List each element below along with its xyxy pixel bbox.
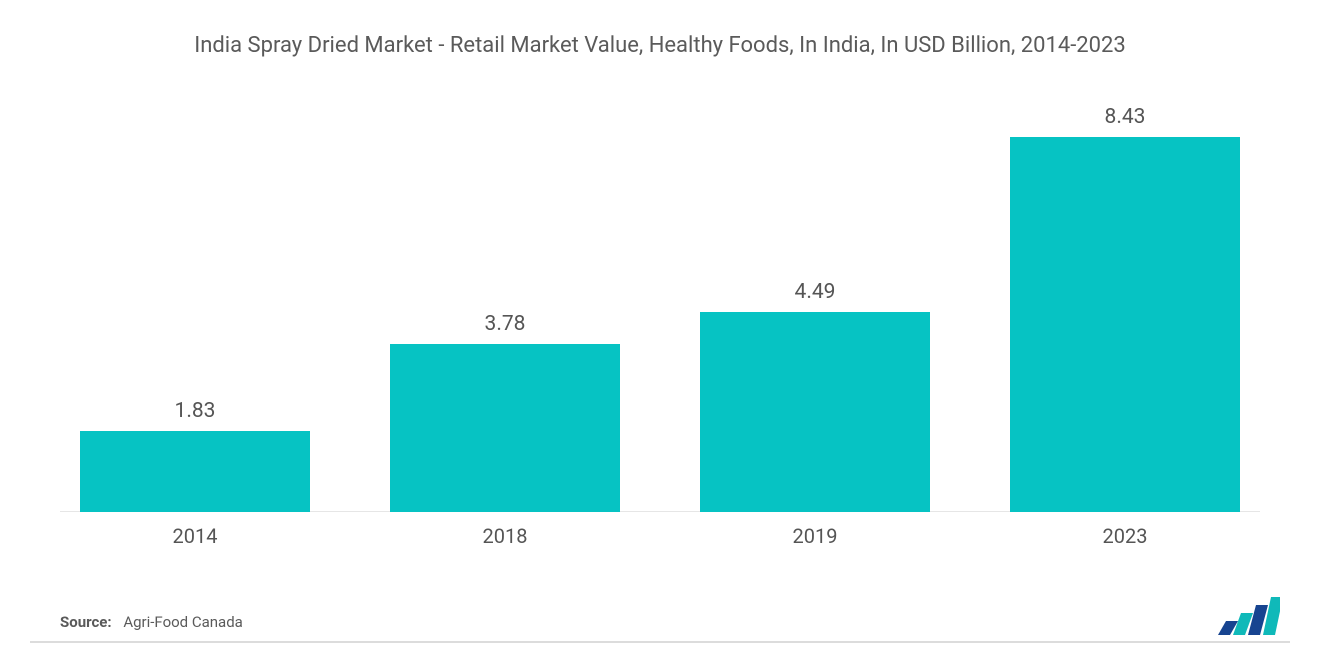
x-axis-labels: 2014 2018 2019 2023 bbox=[60, 524, 1260, 554]
x-axis-label: 2023 bbox=[1010, 524, 1240, 548]
brand-logo bbox=[1216, 595, 1280, 635]
source-label: Source: bbox=[60, 613, 112, 631]
bar-value-label: 3.78 bbox=[485, 312, 526, 336]
bar-rect bbox=[80, 431, 310, 512]
x-axis-label: 2019 bbox=[700, 524, 930, 548]
chart-title: India Spray Dried Market - Retail Market… bbox=[110, 30, 1210, 62]
plot-area: 1.833.784.498.43 bbox=[60, 112, 1260, 512]
bar-group: 8.43 bbox=[1010, 105, 1240, 512]
bar-group: 1.83 bbox=[80, 399, 310, 512]
chart-container: India Spray Dried Market - Retail Market… bbox=[0, 0, 1320, 665]
x-axis-label: 2018 bbox=[390, 524, 620, 548]
bar-rect bbox=[390, 344, 620, 512]
source-text: Agri-Food Canada bbox=[123, 613, 243, 631]
bar-rect bbox=[1010, 137, 1240, 512]
x-axis-label: 2014 bbox=[80, 524, 310, 548]
bar-group: 3.78 bbox=[390, 312, 620, 512]
bar-value-label: 4.49 bbox=[795, 280, 836, 304]
bar-value-label: 1.83 bbox=[175, 399, 216, 423]
logo-bar-icon bbox=[1263, 597, 1280, 635]
bar-value-label: 8.43 bbox=[1105, 105, 1146, 129]
source-line: Source: Agri-Food Canada bbox=[60, 613, 243, 631]
bar-rect bbox=[700, 312, 930, 512]
bar-group: 4.49 bbox=[700, 280, 930, 512]
footer-rule bbox=[30, 641, 1290, 643]
